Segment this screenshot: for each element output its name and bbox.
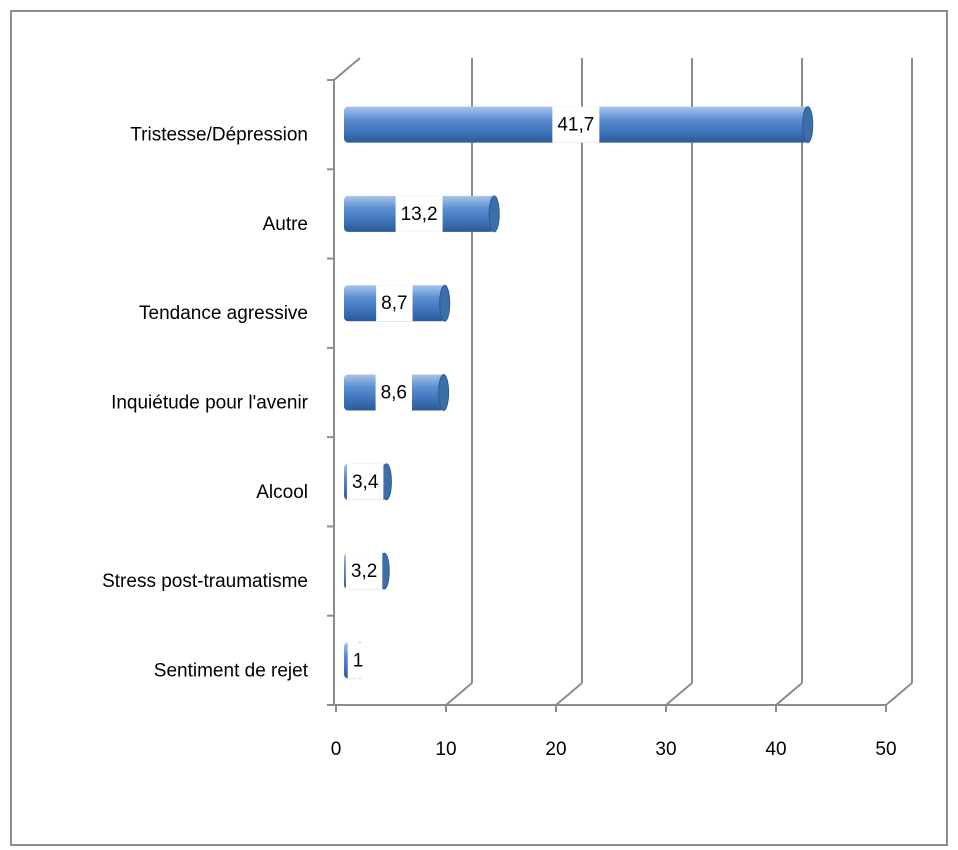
wall-edge (333, 57, 361, 81)
bar-cap (438, 374, 450, 411)
y-tick-label: Inquiétude pour l'avenir (111, 393, 309, 414)
x-tick-label: 20 (545, 739, 566, 760)
x-tick-label: 50 (875, 739, 896, 760)
value-label: 1 (353, 650, 364, 671)
value-label-box (346, 463, 384, 500)
value-label: 3,2 (351, 561, 377, 582)
grid-line (665, 682, 693, 706)
x-tick-label: 40 (765, 739, 786, 760)
y-tick-label: Alcool (256, 482, 308, 503)
bar-cap (439, 284, 451, 322)
value-label-box (376, 285, 413, 322)
grid-line (775, 682, 803, 706)
x-tick-label: 10 (435, 739, 456, 760)
bar-cap (488, 195, 500, 233)
grid-line (555, 682, 583, 706)
value-label: 41,7 (557, 115, 594, 136)
y-tick-label: Autre (263, 214, 308, 235)
y-tick-label: Tristesse/Dépression (130, 125, 308, 146)
value-label: 8,7 (381, 293, 407, 314)
y-tick-label: Sentiment de rejet (154, 660, 309, 681)
value-label: 3,4 (352, 472, 379, 493)
grid-line (885, 682, 913, 706)
value-label-box (375, 374, 413, 411)
value-label: 8,6 (381, 383, 407, 404)
value-label-box (395, 195, 443, 232)
value-label: 13,2 (401, 204, 438, 225)
value-label-box (345, 553, 383, 590)
x-tick-label: 0 (331, 739, 342, 760)
y-tick-label: Stress post-traumatisme (102, 571, 308, 592)
grid-line (445, 682, 473, 706)
y-tick-label: Tendance agressive (139, 303, 308, 324)
bar-cap (802, 106, 814, 144)
value-label-box (552, 106, 600, 143)
x-tick-label: 30 (655, 739, 676, 760)
value-label-box (347, 642, 369, 679)
